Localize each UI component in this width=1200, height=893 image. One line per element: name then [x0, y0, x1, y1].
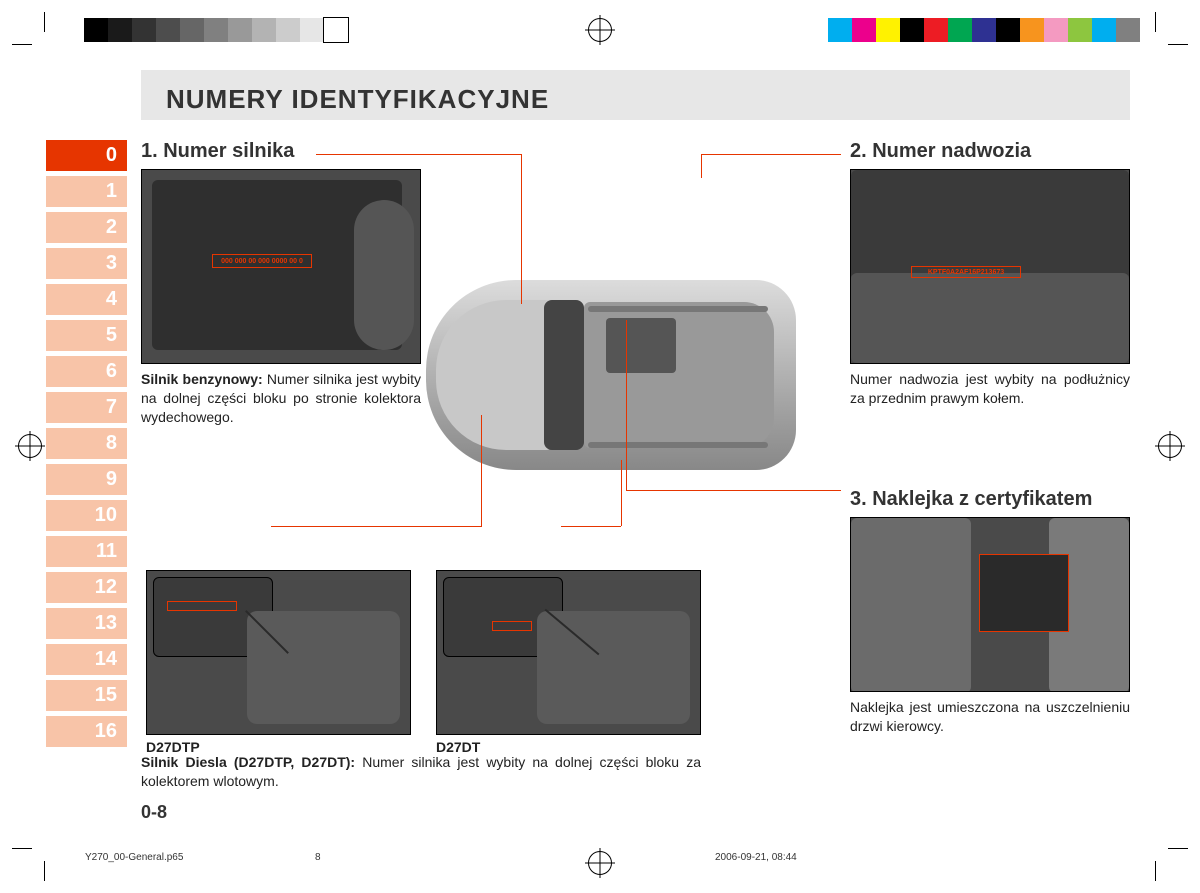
footer-info: Y270_00-General.p65 8 2006-09-21, 08:44 — [85, 852, 1115, 863]
section-tabs: 012345678910111213141516 — [46, 140, 127, 752]
registration-mark-icon — [1158, 434, 1182, 458]
header-strip: NUMERY IDENTYFIKACYJNE — [141, 70, 1130, 120]
engine-number-label: 000 000 00 000 0000 00 0 — [221, 258, 303, 265]
diesel-engine-caption: Silnik Diesla (D27DTP, D27DT): Numer sil… — [141, 753, 701, 791]
certificate-caption: Naklejka jest umieszczona na uszczelnien… — [850, 698, 1130, 736]
swatch — [996, 18, 1020, 42]
swatch — [828, 18, 852, 42]
crop-mark — [44, 861, 45, 881]
section-tab-15[interactable]: 15 — [46, 680, 127, 711]
body-number-photo: KPTF0A2AF16P213673 — [850, 169, 1130, 364]
swatch — [228, 18, 252, 42]
swatch — [108, 18, 132, 42]
leader-line — [701, 154, 702, 178]
section-tab-13[interactable]: 13 — [46, 608, 127, 639]
petrol-engine-caption: Silnik benzynowy: Numer silnika jest wyb… — [141, 370, 421, 427]
section-tab-5[interactable]: 5 — [46, 320, 127, 351]
leader-line — [561, 526, 621, 527]
swatch — [132, 18, 156, 42]
section-1: 1. Numer silnika 000 000 00 000 0000 00 … — [141, 140, 421, 427]
swatch — [1092, 18, 1116, 42]
registration-mark-icon — [588, 18, 612, 42]
content-area: 1. Numer silnika 000 000 00 000 0000 00 … — [141, 140, 1130, 781]
diesel-d27dtp: D27DTP — [146, 570, 411, 755]
swatch — [924, 18, 948, 42]
section-tab-2[interactable]: 2 — [46, 212, 127, 243]
crop-mark — [12, 44, 32, 45]
section-3: 3. Naklejka z certyfikatem Naklejka jest… — [850, 488, 1130, 736]
diesel-d27dtp-photo — [146, 570, 411, 735]
leader-line — [316, 154, 521, 155]
section-tab-10[interactable]: 10 — [46, 500, 127, 531]
crop-mark — [1155, 12, 1156, 32]
leader-line — [626, 320, 627, 490]
swatch — [876, 18, 900, 42]
swatch — [324, 18, 348, 42]
grayscale-colorbar — [84, 18, 348, 42]
swatch — [204, 18, 228, 42]
swatch — [84, 18, 108, 42]
crop-mark — [12, 848, 32, 849]
swatch — [1044, 18, 1068, 42]
section-tab-11[interactable]: 11 — [46, 536, 127, 567]
section-1-heading: 1. Numer silnika — [141, 140, 421, 163]
leader-line — [521, 154, 522, 304]
swatch — [1068, 18, 1092, 42]
section-tab-12[interactable]: 12 — [46, 572, 127, 603]
section-tab-6[interactable]: 6 — [46, 356, 127, 387]
section-tab-0[interactable]: 0 — [46, 140, 127, 171]
engine-petrol-photo: 000 000 00 000 0000 00 0 — [141, 169, 421, 364]
swatch — [948, 18, 972, 42]
leader-line — [621, 460, 622, 526]
page-number: 0-8 — [141, 802, 167, 823]
footer-date: 2006-09-21, 08:44 — [715, 852, 797, 863]
leader-line — [271, 526, 481, 527]
section-tab-1[interactable]: 1 — [46, 176, 127, 207]
certificate-label-photo — [850, 517, 1130, 692]
leader-line — [481, 415, 482, 527]
vin-label: KPTF0A2AF16P213673 — [928, 269, 1004, 276]
registration-mark-icon — [18, 434, 42, 458]
swatch — [1116, 18, 1140, 42]
section-tab-9[interactable]: 9 — [46, 464, 127, 495]
swatch — [252, 18, 276, 42]
swatch — [276, 18, 300, 42]
swatch — [852, 18, 876, 42]
leader-line — [626, 490, 841, 491]
section-tab-14[interactable]: 14 — [46, 644, 127, 675]
section-2-heading: 2. Numer nadwozia — [850, 140, 1130, 163]
swatch — [156, 18, 180, 42]
section-3-heading: 3. Naklejka z certyfikatem — [850, 488, 1130, 511]
crop-mark — [44, 12, 45, 32]
swatch — [900, 18, 924, 42]
swatch — [180, 18, 204, 42]
section-tab-4[interactable]: 4 — [46, 284, 127, 315]
diesel-engine-row: D27DTP D27DT — [146, 570, 701, 755]
section-2: 2. Numer nadwozia KPTF0A2AF16P213673 Num… — [850, 140, 1130, 408]
crop-mark — [1168, 44, 1188, 45]
diesel-d27dt: D27DT — [436, 570, 701, 755]
diesel-d27dt-photo — [436, 570, 701, 735]
crop-mark — [1168, 848, 1188, 849]
footer-filename: Y270_00-General.p65 — [85, 852, 315, 863]
body-number-caption: Numer nadwozia jest wybity na podłużnicy… — [850, 370, 1130, 408]
swatch — [1020, 18, 1044, 42]
page-content: NUMERY IDENTYFIKACYJNE 01234567891011121… — [46, 42, 1154, 837]
section-tab-16[interactable]: 16 — [46, 716, 127, 747]
right-column: 2. Numer nadwozia KPTF0A2AF16P213673 Num… — [850, 140, 1130, 736]
leader-line — [701, 154, 841, 155]
page-title: NUMERY IDENTYFIKACYJNE — [166, 84, 549, 115]
footer-page: 8 — [315, 852, 715, 863]
crop-mark — [1155, 861, 1156, 881]
section-tab-3[interactable]: 3 — [46, 248, 127, 279]
section-tab-8[interactable]: 8 — [46, 428, 127, 459]
swatch — [300, 18, 324, 42]
cmyk-colorbar — [828, 18, 1140, 42]
section-tab-7[interactable]: 7 — [46, 392, 127, 423]
swatch — [972, 18, 996, 42]
